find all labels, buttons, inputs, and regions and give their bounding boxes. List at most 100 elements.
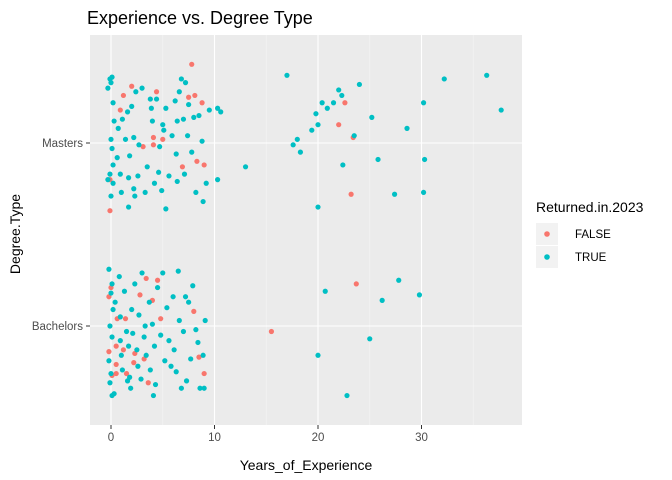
data-point-true bbox=[199, 138, 205, 144]
data-point-true bbox=[284, 72, 290, 78]
data-point-true bbox=[162, 358, 168, 364]
data-point-true bbox=[109, 334, 115, 340]
data-point-true bbox=[174, 118, 180, 124]
data-point-true bbox=[124, 378, 131, 384]
data-point-true bbox=[294, 136, 300, 142]
data-point-true bbox=[129, 306, 135, 313]
data-point-false bbox=[189, 61, 195, 67]
data-point-true bbox=[107, 171, 113, 177]
x-tick-label: 0 bbox=[108, 432, 114, 444]
data-point-true bbox=[112, 299, 118, 305]
legend-label-false: FALSE bbox=[575, 229, 611, 241]
data-point-true bbox=[197, 385, 203, 391]
data-point-true bbox=[191, 114, 197, 120]
data-point-true bbox=[391, 191, 398, 197]
data-point-true bbox=[117, 171, 123, 177]
data-point-true bbox=[166, 338, 172, 344]
data-point-true bbox=[324, 105, 330, 111]
data-point-true bbox=[396, 277, 402, 283]
data-point-false bbox=[143, 275, 149, 282]
data-point-true bbox=[125, 204, 132, 210]
data-point-true bbox=[218, 109, 224, 115]
data-point-false bbox=[191, 308, 197, 314]
data-point-true bbox=[203, 180, 209, 186]
data-point-true bbox=[108, 290, 114, 296]
data-point-false bbox=[113, 361, 119, 368]
data-point-true bbox=[109, 392, 115, 399]
y-axis-title: Degree.Type bbox=[7, 194, 23, 274]
data-point-true bbox=[109, 281, 115, 287]
data-point-true bbox=[132, 281, 138, 287]
data-point-true bbox=[498, 107, 504, 113]
data-point-true bbox=[420, 189, 427, 196]
data-point-true bbox=[153, 96, 160, 102]
data-point-false bbox=[120, 347, 127, 353]
y-tick-label: Masters bbox=[42, 138, 83, 150]
data-point-true bbox=[125, 175, 132, 181]
data-point-false bbox=[179, 164, 186, 170]
data-point-false bbox=[113, 343, 119, 349]
data-point-true bbox=[175, 268, 181, 274]
data-point-true bbox=[131, 186, 137, 192]
data-point-true bbox=[106, 358, 112, 364]
data-point-false bbox=[199, 100, 205, 106]
data-point-true bbox=[139, 270, 145, 276]
data-point-false bbox=[196, 354, 202, 360]
data-point-true bbox=[184, 133, 191, 139]
data-point-true bbox=[181, 171, 188, 177]
data-point-true bbox=[106, 266, 112, 272]
data-point-true bbox=[379, 297, 385, 303]
data-point-false bbox=[153, 89, 160, 95]
x-tick-label: 20 bbox=[312, 432, 325, 444]
legend-key-true bbox=[544, 254, 550, 260]
data-point-true bbox=[147, 367, 153, 373]
data-point-true bbox=[158, 332, 164, 338]
grid-lines bbox=[90, 35, 522, 425]
chart-title: Experience vs. Degree Type bbox=[87, 8, 313, 28]
data-point-true bbox=[169, 133, 175, 139]
data-point-false bbox=[150, 142, 157, 148]
data-point-true bbox=[115, 125, 121, 131]
data-point-true bbox=[182, 294, 189, 300]
data-point-true bbox=[315, 122, 321, 128]
y-tick-label: Bachelors bbox=[32, 321, 83, 333]
data-point-true bbox=[178, 385, 184, 391]
data-point-true bbox=[344, 392, 350, 399]
data-point-true bbox=[322, 288, 328, 294]
data-point-true bbox=[117, 338, 123, 344]
data-point-true bbox=[422, 156, 428, 163]
data-point-true bbox=[125, 343, 132, 349]
data-point-true bbox=[136, 312, 142, 318]
data-point-true bbox=[189, 149, 195, 155]
data-point-false bbox=[131, 360, 137, 366]
y-axis: Bachelors Masters bbox=[32, 138, 90, 333]
data-point-false bbox=[145, 380, 151, 386]
data-point-false bbox=[150, 134, 157, 141]
data-point-true bbox=[182, 80, 189, 86]
data-point-true bbox=[164, 305, 170, 311]
data-point-true bbox=[118, 189, 124, 196]
data-point-true bbox=[144, 164, 150, 170]
data-point-true bbox=[340, 162, 346, 168]
data-point-false bbox=[268, 328, 275, 335]
data-point-false bbox=[106, 349, 112, 355]
data-point-true bbox=[114, 155, 120, 161]
data-point-false bbox=[353, 281, 359, 287]
data-point-true bbox=[138, 376, 144, 382]
data-point-true bbox=[315, 204, 321, 210]
data-point-true bbox=[105, 177, 111, 183]
data-point-true bbox=[110, 162, 116, 168]
legend-key-false bbox=[544, 231, 550, 237]
data-point-true bbox=[163, 206, 169, 212]
legend-label-true: TRUE bbox=[575, 252, 607, 264]
data-point-true bbox=[135, 363, 141, 369]
data-point-true bbox=[193, 189, 199, 196]
data-point-true bbox=[186, 101, 192, 108]
data-point-true bbox=[119, 116, 125, 122]
data-point-true bbox=[178, 76, 184, 82]
data-point-false bbox=[120, 92, 127, 99]
legend-title: Returned.in.2023 bbox=[536, 199, 644, 215]
data-point-true bbox=[170, 294, 176, 300]
data-point-true bbox=[157, 144, 163, 150]
data-point-true bbox=[117, 314, 123, 320]
